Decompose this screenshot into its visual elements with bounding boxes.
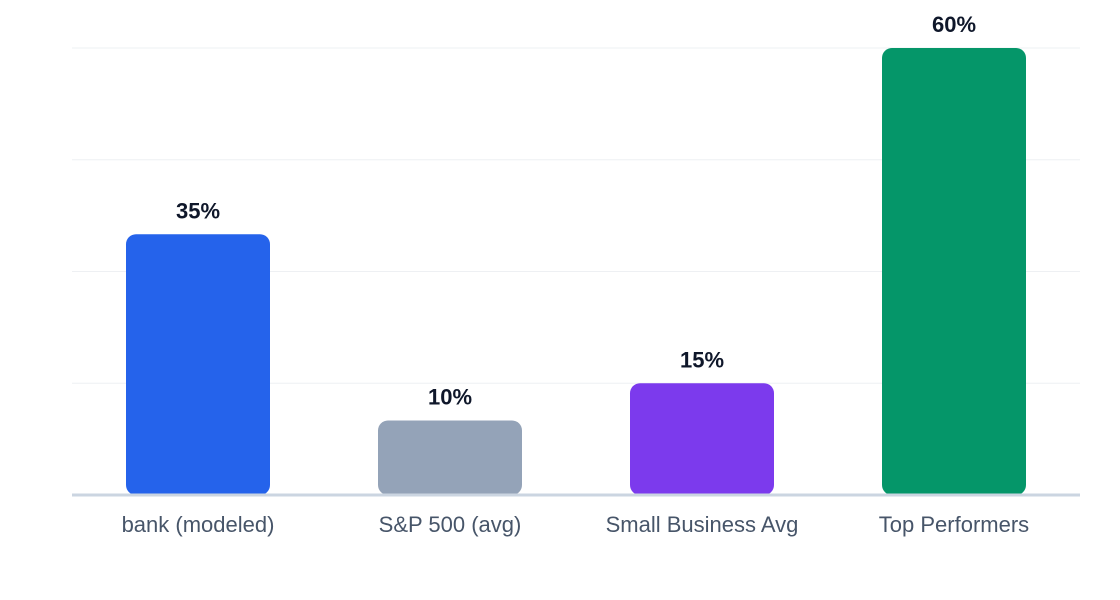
value-label-0: 35% xyxy=(176,198,220,223)
value-labels: 35% 10% 15% 60% xyxy=(176,12,976,410)
category-label-2: Small Business Avg xyxy=(606,512,799,537)
value-label-2: 15% xyxy=(680,347,724,372)
category-label-1: S&P 500 (avg) xyxy=(379,512,522,537)
bar-1 xyxy=(378,420,522,495)
bar-3 xyxy=(882,48,1026,495)
category-labels: bank (modeled) S&P 500 (avg) Small Busines… xyxy=(122,512,1030,537)
value-label-1: 10% xyxy=(428,385,472,410)
bars xyxy=(126,48,1026,495)
bar-2 xyxy=(630,383,774,495)
category-label-3: Top Performers xyxy=(879,512,1029,537)
value-label-3: 60% xyxy=(932,12,976,37)
category-label-0: bank (modeled) xyxy=(122,512,275,537)
bar-0 xyxy=(126,234,270,495)
